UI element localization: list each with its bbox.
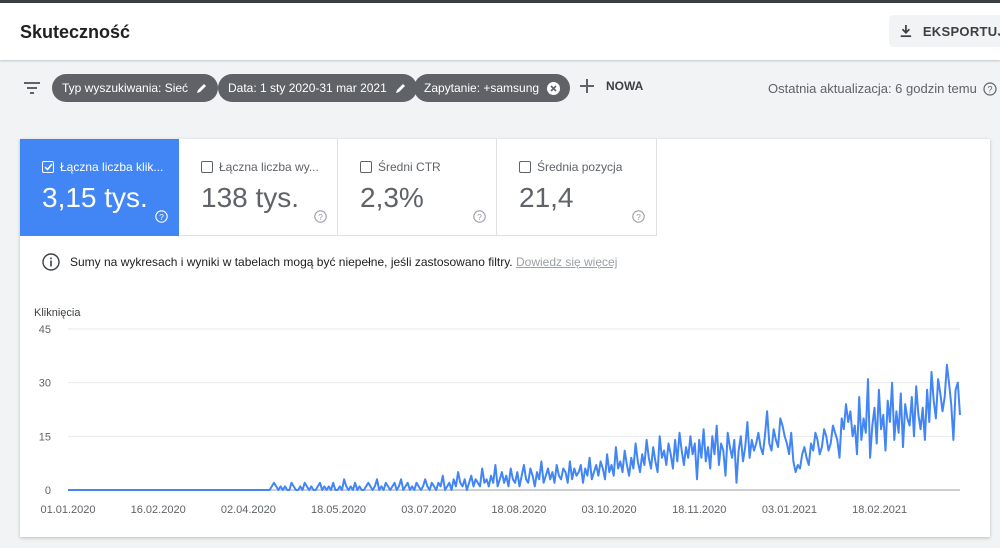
x-tick-label: 16.02.2020	[131, 504, 186, 516]
checkbox-icon[interactable]	[360, 161, 372, 173]
info-icon	[42, 253, 60, 271]
performance-card: Łączna liczba klik... 3,15 tys. ? Łączna…	[20, 139, 990, 537]
metric-average-ctr[interactable]: Średni CTR 2,3% ?	[338, 139, 497, 236]
x-tick-label: 18.05.2020	[311, 504, 366, 516]
chip-label: Typ wyszukiwania: Sieć	[62, 81, 189, 95]
x-tick-label: 18.02.2021	[852, 504, 907, 516]
help-icon[interactable]: ?	[155, 210, 168, 223]
x-tick-label: 18.08.2020	[491, 504, 546, 516]
y-tick-label: 15	[39, 431, 51, 443]
metric-label: Średnia pozycja	[537, 160, 623, 174]
svg-text:?: ?	[477, 212, 482, 222]
plus-icon	[580, 79, 594, 93]
add-filter-button[interactable]: NOWA	[580, 79, 643, 93]
chip-label: Zapytanie: +samsung	[424, 81, 540, 95]
svg-text:?: ?	[987, 84, 992, 94]
metric-label: Średni CTR	[378, 160, 441, 174]
metric-total-clicks[interactable]: Łączna liczba klik... 3,15 tys. ?	[20, 139, 179, 236]
filter-chip-search-type[interactable]: Typ wyszukiwania: Sieć	[52, 74, 219, 102]
export-button[interactable]: EKSPORTUJ	[889, 15, 1000, 47]
edit-icon[interactable]	[196, 82, 208, 94]
metric-label: Łączna liczba wy...	[219, 160, 319, 174]
last-update-text: Ostatnia aktualizacja: 6 godzin temu	[768, 81, 977, 96]
metric-value: 2,3%	[360, 182, 424, 213]
svg-text:?: ?	[318, 212, 323, 222]
y-tick-label: 0	[45, 485, 51, 497]
filter-icon[interactable]	[24, 81, 40, 95]
x-tick-label: 01.01.2020	[40, 504, 95, 516]
learn-more-link[interactable]: Dowiedz się więcej	[515, 255, 618, 269]
metric-value: 138 tys.	[201, 182, 300, 213]
filter-chip-date[interactable]: Data: 1 sty 2020-31 mar 2021	[218, 74, 417, 102]
download-icon	[900, 24, 912, 38]
chip-label: Data: 1 sty 2020-31 mar 2021	[228, 81, 387, 95]
filter-notice: Sumy na wykresach i wyniki w tabelach mo…	[42, 253, 617, 271]
x-tick-label: 03.10.2020	[582, 504, 637, 516]
metric-label: Łączna liczba klik...	[60, 160, 164, 174]
add-filter-label: NOWA	[606, 79, 644, 93]
x-tick-label: 03.01.2021	[762, 504, 817, 516]
x-tick-label: 18.11.2020	[672, 504, 726, 516]
clicks-chart-svg: Kliknięcia 0 15 30 45 01.01.2020 16.02.2020 02.…	[34, 307, 961, 516]
help-icon[interactable]: ?	[983, 81, 997, 96]
x-tick-label: 02.04.2020	[221, 504, 276, 516]
top-accent-bar	[0, 0, 1000, 3]
metric-value: 21,4	[519, 182, 574, 213]
metric-average-position[interactable]: Średnia pozycja 21,4 ?	[497, 139, 657, 236]
svg-text:?: ?	[636, 212, 641, 222]
last-update: Ostatnia aktualizacja: 6 godzin temu ?	[768, 81, 997, 96]
checkbox-icon[interactable]	[519, 161, 531, 173]
checkbox-icon[interactable]	[201, 161, 213, 173]
clicks-chart: Kliknięcia 0 15 30 45 01.01.2020 16.02.2020 02.…	[20, 299, 990, 529]
edit-icon[interactable]	[395, 82, 407, 94]
export-label: EKSPORTUJ	[922, 23, 1000, 39]
x-tick-label: 03.07.2020	[401, 504, 456, 516]
page-title: Skuteczność	[20, 22, 131, 42]
y-tick-label: 45	[39, 324, 51, 336]
page-header: Skuteczność EKSPORTUJ	[0, 3, 1000, 60]
close-circle-icon[interactable]	[547, 81, 561, 95]
series-line-clicks	[68, 363, 961, 491]
metric-value: 3,15 tys.	[42, 182, 148, 213]
filter-bar: Typ wyszukiwania: Sieć Data: 1 sty 2020-…	[0, 60, 1000, 116]
y-tick-label: 30	[39, 378, 51, 390]
help-icon[interactable]: ?	[314, 210, 327, 223]
filter-chip-query[interactable]: Zapytanie: +samsung	[414, 74, 571, 102]
y-axis-label: Kliknięcia	[34, 307, 81, 319]
checkbox-icon[interactable]	[42, 161, 54, 173]
metric-total-impressions[interactable]: Łączna liczba wy... 138 tys. ?	[179, 139, 338, 236]
help-icon[interactable]: ?	[473, 210, 486, 223]
svg-text:?: ?	[159, 212, 164, 222]
help-icon[interactable]: ?	[632, 210, 645, 223]
notice-text: Sumy na wykresach i wyniki w tabelach mo…	[70, 255, 513, 269]
